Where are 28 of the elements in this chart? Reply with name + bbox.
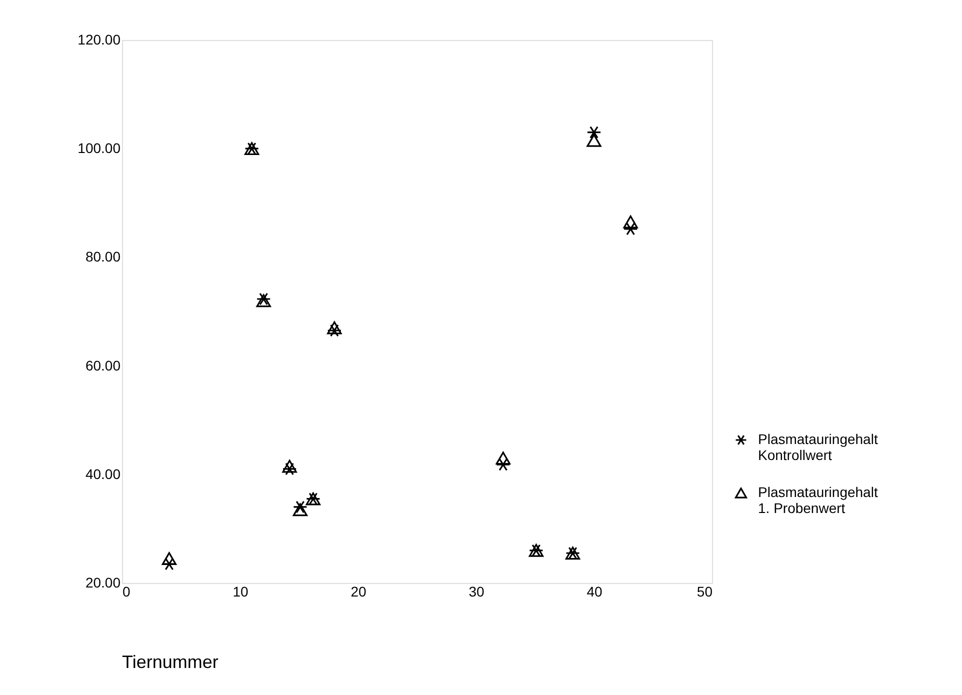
x-tick-label: 30 xyxy=(468,584,484,600)
point xyxy=(282,460,297,473)
point xyxy=(282,462,297,476)
point xyxy=(327,321,342,334)
point xyxy=(496,458,510,471)
x-tick-label: 50 xyxy=(696,584,713,600)
y-tick-label: 40.00 xyxy=(85,466,121,482)
y-tick-label: 80.00 xyxy=(85,248,121,265)
point xyxy=(162,552,177,566)
y-tick-label: 20.00 xyxy=(85,574,121,590)
legend-label: Plasmatauringehalt 1. Probenwert xyxy=(758,484,878,516)
point xyxy=(586,126,602,139)
x-tick-label: 20 xyxy=(350,584,366,600)
point xyxy=(623,215,638,228)
point xyxy=(496,452,510,465)
x-tick-label: 40 xyxy=(586,584,602,600)
legend-label: Plasmatauringehalt Kontrollwert xyxy=(758,431,878,463)
point xyxy=(327,324,342,337)
x-tick-label: 0 xyxy=(122,584,130,600)
y-tick-label: 60.00 xyxy=(85,357,121,374)
x-tick-label: 10 xyxy=(232,584,248,600)
y-tick-label: 100.00 xyxy=(78,140,121,156)
point xyxy=(292,500,308,514)
y-tick-label: 120.00 xyxy=(78,32,121,48)
point xyxy=(586,134,602,147)
point xyxy=(292,503,308,516)
x-axis-title: Tiernummer xyxy=(122,652,218,672)
point xyxy=(623,222,638,236)
